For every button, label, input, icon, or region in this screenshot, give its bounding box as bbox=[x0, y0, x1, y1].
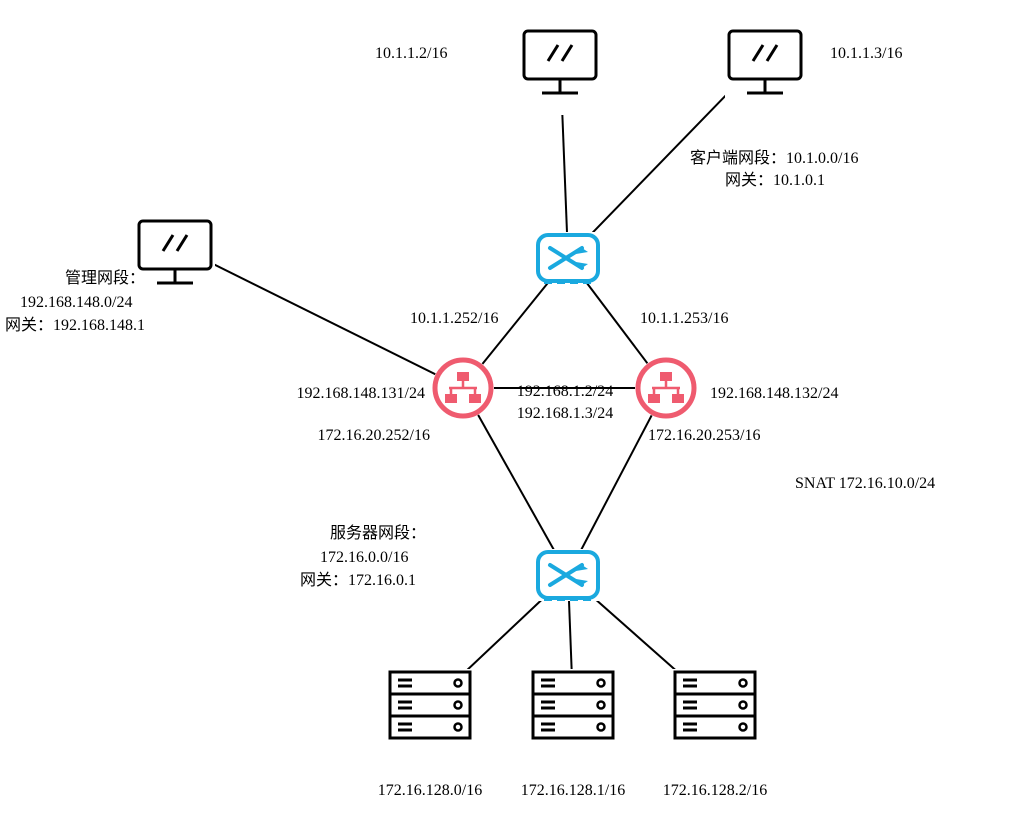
label-srv3_ip: 172.16.128.2/16 bbox=[663, 782, 767, 799]
label-sw_top_left: 10.1.1.252/16 bbox=[410, 310, 498, 327]
label-srv_seg_1: 服务器网段： bbox=[330, 524, 426, 542]
label-srv2_ip: 172.16.128.1/16 bbox=[521, 782, 625, 799]
label-client_seg_1: 客户端网段：10.1.0.0/16 bbox=[690, 149, 858, 167]
label-mgmt_seg_3: 网关：192.168.148.1 bbox=[5, 316, 145, 334]
label-client_seg_2: 网关：10.1.0.1 bbox=[725, 171, 825, 189]
label-pc_top_left_ip: 10.1.1.2/16 bbox=[375, 45, 447, 62]
pc-icon bbox=[520, 27, 600, 115]
label-pc_top_right_ip: 10.1.1.3/16 bbox=[830, 45, 902, 62]
label-mgmt_seg_2: 192.168.148.0/24 bbox=[20, 294, 132, 311]
label-rl_mgmt: 192.168.148.131/24 bbox=[297, 385, 425, 402]
label-rr_down: 172.16.20.253/16 bbox=[648, 427, 760, 444]
switch-icon bbox=[535, 232, 601, 284]
pc-icon bbox=[725, 27, 805, 115]
network-diagram: 10.1.1.2/16 10.1.1.3/16 客户端网段：10.1.0.0/16 网… bbox=[0, 0, 1031, 815]
server-icon bbox=[672, 669, 758, 741]
router-icon bbox=[635, 357, 697, 419]
label-srv1_ip: 172.16.128.0/16 bbox=[378, 782, 482, 799]
router-icon bbox=[432, 357, 494, 419]
label-rr_mgmt: 192.168.148.132/24 bbox=[710, 385, 838, 402]
server-icon bbox=[530, 669, 616, 741]
label-srv_seg_3: 网关：172.16.0.1 bbox=[300, 571, 416, 589]
switch-icon bbox=[535, 549, 601, 601]
label-mid_1: 192.168.1.2/24 bbox=[517, 383, 613, 400]
pc-icon bbox=[135, 217, 215, 305]
label-mid_2: 192.168.1.3/24 bbox=[517, 405, 613, 422]
label-rl_down: 172.16.20.252/16 bbox=[318, 427, 430, 444]
server-icon bbox=[387, 669, 473, 741]
nodes-layer bbox=[135, 27, 805, 741]
label-snat: SNAT 172.16.10.0/24 bbox=[795, 475, 935, 492]
label-sw_top_right: 10.1.1.253/16 bbox=[640, 310, 728, 327]
label-mgmt_seg_1: 管理网段： bbox=[65, 269, 145, 287]
label-srv_seg_2: 172.16.0.0/16 bbox=[320, 549, 408, 566]
